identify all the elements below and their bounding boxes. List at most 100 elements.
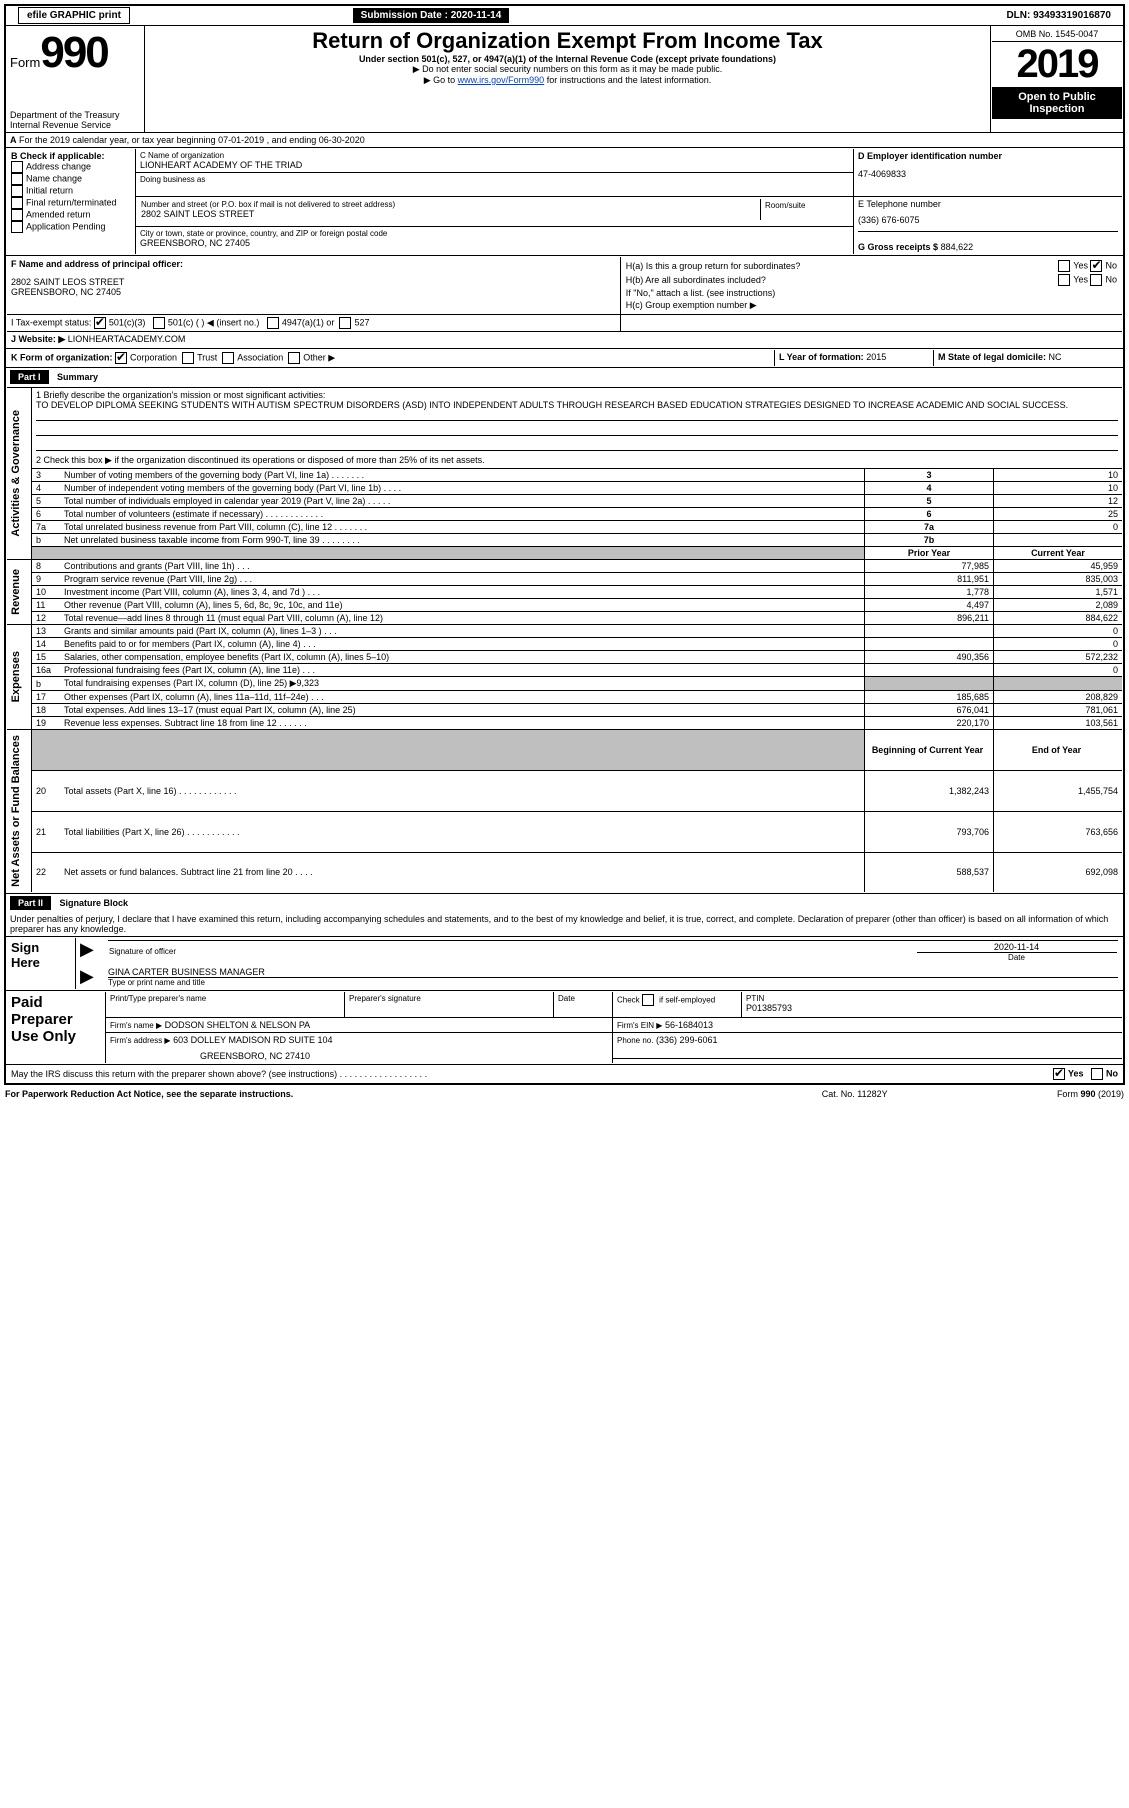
- prep-name-label: Print/Type preparer's name: [110, 994, 340, 1003]
- part2-hdr: Part II: [10, 896, 51, 910]
- footer: For Paperwork Reduction Act Notice, see …: [4, 1085, 1125, 1100]
- chk-527[interactable]: [339, 317, 351, 329]
- chk-name-change[interactable]: [11, 173, 23, 185]
- col-end: End of Year: [994, 730, 1123, 771]
- side-governance: Activities & Governance: [8, 406, 24, 541]
- net-row: 22Net assets or fund balances. Subtract …: [7, 852, 1122, 891]
- box-h: H(a) Is this a group return for subordin…: [620, 257, 1122, 315]
- box-d: D Employer identification number 47-4069…: [854, 149, 1123, 197]
- chk-corp[interactable]: [115, 352, 127, 364]
- box-i: I Tax-exempt status: 501(c)(3) 501(c) ( …: [7, 315, 620, 332]
- box-b: B Check if applicable: Address change Na…: [7, 149, 136, 254]
- chk-hb-yes[interactable]: [1058, 274, 1070, 286]
- irs-link[interactable]: www.irs.gov/Form990: [458, 75, 545, 85]
- mission-text: TO DEVELOP DIPLOMA SEEKING STUDENTS WITH…: [36, 400, 1118, 410]
- chk-501c3[interactable]: [94, 317, 106, 329]
- form-title: Return of Organization Exempt From Incom…: [149, 28, 986, 54]
- exp-row: 17Other expenses (Part IX, column (A), l…: [7, 691, 1122, 704]
- mission-block: 1 Briefly describe the organization's mi…: [32, 388, 1123, 454]
- rev-row: 11Other revenue (Part VIII, column (A), …: [7, 599, 1122, 612]
- chk-other[interactable]: [288, 352, 300, 364]
- chk-pending[interactable]: [11, 221, 23, 233]
- col-current-year: Current Year: [994, 547, 1123, 560]
- firm-ein: Firm's EIN ▶ 56-1684013: [613, 1017, 1123, 1032]
- ein: 47-4069833: [858, 161, 1118, 179]
- box-l: L Year of formation: 2015: [775, 350, 934, 366]
- efile-print-btn[interactable]: efile GRAPHIC print: [18, 7, 130, 24]
- period-line: A For the 2019 calendar year, or tax yea…: [5, 133, 1124, 148]
- org-name: LIONHEART ACADEMY OF THE TRIAD: [140, 160, 849, 170]
- submission-label: Submission Date :: [361, 10, 448, 21]
- chk-4947[interactable]: [267, 317, 279, 329]
- gov-row: 5Total number of individuals employed in…: [7, 495, 1122, 508]
- topbar: efile GRAPHIC print Submission Date : 20…: [5, 5, 1124, 26]
- gross-receipts: 884,622: [941, 242, 974, 252]
- sig-arrow-icon: ▶: [80, 966, 94, 986]
- submission-date-btn[interactable]: Submission Date : 2020-11-14: [353, 8, 510, 23]
- chk-assoc[interactable]: [222, 352, 234, 364]
- exp-row: 19Revenue less expenses. Subtract line 1…: [7, 717, 1122, 730]
- ptin: P01385793: [746, 1003, 1118, 1013]
- col-prior-year: Prior Year: [865, 547, 994, 560]
- chk-discuss-no[interactable]: [1091, 1068, 1103, 1080]
- chk-final-return[interactable]: [11, 197, 23, 209]
- chk-trust[interactable]: [182, 352, 194, 364]
- chk-address-change[interactable]: [11, 161, 23, 173]
- phone: (336) 676-6075: [858, 209, 1118, 231]
- exp-row: bTotal fundraising expenses (Part IX, co…: [7, 677, 1122, 691]
- gov-row: 4Number of independent voting members of…: [7, 482, 1122, 495]
- rev-row: 9Program service revenue (Part VIII, lin…: [7, 573, 1122, 586]
- chk-hb-no[interactable]: [1090, 274, 1102, 286]
- box-m: M State of legal domicile: NC: [934, 350, 1123, 366]
- paid-preparer-label: Paid Preparer Use Only: [7, 992, 106, 1063]
- exp-row: 18Total expenses. Add lines 13–17 (must …: [7, 704, 1122, 717]
- exp-row: 15Salaries, other compensation, employee…: [7, 651, 1122, 664]
- rev-row: 12Total revenue—add lines 8 through 11 (…: [7, 612, 1122, 625]
- subtitle-2: ▶ Do not enter social security numbers o…: [149, 64, 986, 75]
- dept-treasury: Department of the Treasury: [10, 110, 140, 120]
- box-f: F Name and address of principal officer:…: [7, 257, 620, 315]
- box-c-name: C Name of organization LIONHEART ACADEMY…: [136, 149, 854, 173]
- declaration: Under penalties of perjury, I declare th…: [5, 912, 1124, 937]
- sig-arrow-icon: ▶: [80, 939, 94, 959]
- sig-date: 2020-11-14: [917, 942, 1117, 952]
- box-c-addr: Number and street (or P.O. box if mail i…: [136, 197, 854, 227]
- exp-row: 16aProfessional fundraising fees (Part I…: [7, 664, 1122, 677]
- submission-date: 2020-11-14: [451, 10, 502, 21]
- form-990-page: efile GRAPHIC print Submission Date : 20…: [4, 4, 1125, 1085]
- gov-row: bNet unrelated business taxable income f…: [7, 534, 1122, 547]
- chk-501c[interactable]: [153, 317, 165, 329]
- chk-discuss-yes[interactable]: [1053, 1068, 1065, 1080]
- firm-addr: Firm's address ▶ 603 DOLLEY MADISON RD S…: [106, 1032, 613, 1063]
- gov-row: 7aTotal unrelated business revenue from …: [7, 521, 1122, 534]
- box-j: J Website: ▶ LIONHEARTACADEMY.COM: [7, 332, 1122, 348]
- chk-amended[interactable]: [11, 209, 23, 221]
- side-expenses: Expenses: [8, 647, 24, 706]
- line-2: 2 Check this box ▶ if the organization d…: [32, 453, 1123, 469]
- part2-title: Signature Block: [54, 898, 129, 908]
- part1-hdr: Part I: [10, 370, 49, 384]
- self-employed: Check if self-employed: [613, 992, 742, 1018]
- officer-name: GINA CARTER BUSINESS MANAGER: [108, 967, 1118, 978]
- chk-ha-yes[interactable]: [1058, 260, 1070, 272]
- prep-sig-label: Preparer's signature: [349, 994, 549, 1003]
- side-revenue: Revenue: [8, 565, 24, 619]
- street-address: 2802 SAINT LEOS STREET: [141, 209, 759, 219]
- city-state-zip: GREENSBORO, NC 27405: [140, 238, 849, 248]
- chk-ha-no[interactable]: [1090, 260, 1102, 272]
- rev-row: 10Investment income (Part VIII, column (…: [7, 586, 1122, 599]
- dept-irs: Internal Revenue Service: [10, 120, 140, 130]
- sig-officer-label: Signature of officer: [109, 947, 915, 956]
- net-row: 21Total liabilities (Part X, line 26) . …: [7, 811, 1122, 852]
- header-row: Form990 Department of the Treasury Inter…: [5, 26, 1124, 133]
- public-inspection: Open to PublicInspection: [992, 87, 1122, 119]
- gross-receipts-label: G Gross receipts $: [858, 242, 938, 252]
- discuss-row: May the IRS discuss this return with the…: [5, 1064, 1124, 1084]
- subtitle-1: Under section 501(c), 527, or 4947(a)(1)…: [149, 54, 986, 64]
- box-k: K Form of organization: Corporation Trus…: [7, 350, 775, 366]
- chk-initial-return[interactable]: [11, 185, 23, 197]
- chk-self-employed[interactable]: [642, 994, 654, 1006]
- form-label: Form990: [10, 28, 140, 78]
- footer-pra: For Paperwork Reduction Act Notice, see …: [4, 1085, 766, 1100]
- sign-here-label: Sign Here: [7, 938, 76, 989]
